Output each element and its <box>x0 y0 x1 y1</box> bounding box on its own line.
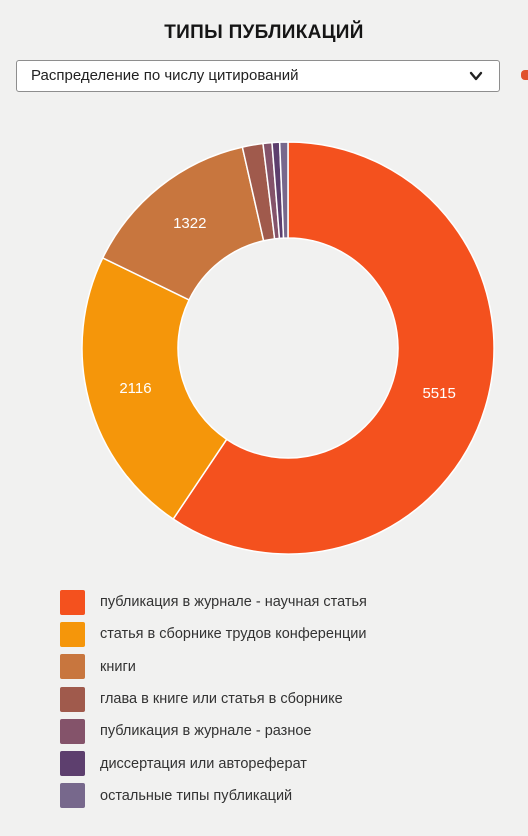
legend-item[interactable]: диссертация или автореферат <box>60 747 367 779</box>
donut-chart: 5515 2116 1322 <box>81 141 495 555</box>
legend-item[interactable]: публикация в журнале - научная статья <box>60 586 367 618</box>
legend-swatch <box>60 718 85 744</box>
legend-item[interactable]: остальные типы публикаций <box>60 780 367 812</box>
edge-indicator <box>521 70 528 80</box>
legend-label: глава в книге или статья в сборнике <box>100 691 343 708</box>
legend-label: статья в сборнике трудов конференции <box>100 626 367 643</box>
distribution-select[interactable]: Распределение по числу цитирований <box>16 60 500 92</box>
legend-item[interactable]: глава в книге или статья в сборнике <box>60 683 367 715</box>
legend-item[interactable]: книги <box>60 651 367 683</box>
legend-swatch <box>60 751 85 777</box>
donut-slice-7[interactable] <box>278 141 289 239</box>
legend-label: публикация в журнале - научная статья <box>100 594 367 611</box>
slice-value-label-3: 1322 <box>173 215 206 232</box>
legend-swatch <box>60 621 85 647</box>
legend-item[interactable]: публикация в журнале - разное <box>60 715 367 747</box>
legend-item[interactable]: статья в сборнике трудов конференции <box>60 618 367 650</box>
legend-label: публикация в журнале - разное <box>100 723 312 740</box>
chart-legend: публикация в журнале - научная статья ста… <box>60 586 367 812</box>
slice-value-label-1: 5515 <box>422 385 455 402</box>
legend-label: остальные типы публикаций <box>100 787 293 804</box>
page-title: ТИПЫ ПУБЛИКАЦИЙ <box>164 22 364 43</box>
legend-swatch <box>60 783 85 809</box>
chevron-down-icon[interactable] <box>469 69 483 83</box>
legend-label: книги <box>100 658 136 675</box>
slice-value-label-2: 2116 <box>119 380 151 397</box>
legend-swatch <box>60 589 85 615</box>
distribution-select-value: Распределение по числу цитирований <box>31 67 299 84</box>
donut-slice-1[interactable] <box>172 141 495 555</box>
legend-swatch <box>60 686 85 712</box>
legend-swatch <box>60 654 85 680</box>
legend-label: диссертация или автореферат <box>100 755 307 772</box>
donut-slice-2[interactable] <box>81 256 228 521</box>
